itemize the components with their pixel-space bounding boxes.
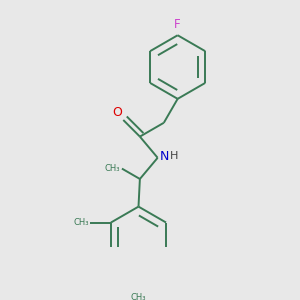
Text: N: N [160, 150, 169, 163]
Text: H: H [169, 152, 178, 161]
Text: O: O [112, 106, 122, 118]
Text: CH₃: CH₃ [131, 293, 146, 300]
Text: F: F [174, 18, 181, 31]
Text: CH₃: CH₃ [73, 218, 89, 227]
Text: CH₃: CH₃ [104, 164, 120, 172]
